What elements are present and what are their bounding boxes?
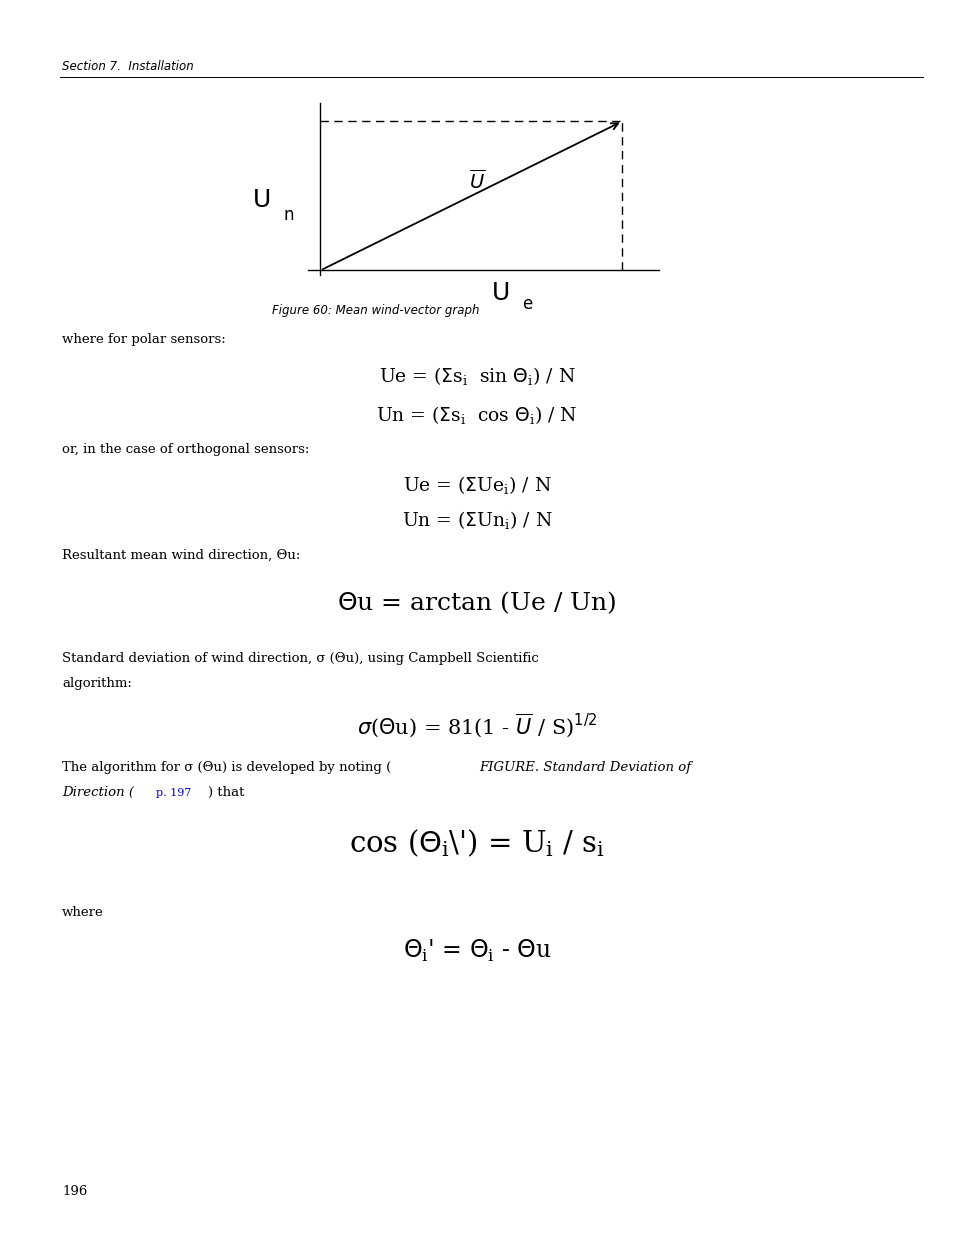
Text: p. 197: p. 197 xyxy=(156,788,192,798)
Text: U: U xyxy=(491,280,510,305)
Text: $\Theta$u = arctan (Ue / Un): $\Theta$u = arctan (Ue / Un) xyxy=(337,589,616,616)
Text: $\sigma$($\Theta$u) = 81(1 - $\overline{U}$ / S)$^{1/2}$: $\sigma$($\Theta$u) = 81(1 - $\overline{… xyxy=(356,711,597,739)
Text: Direction (: Direction ( xyxy=(62,785,133,799)
Text: Section 7.  Installation: Section 7. Installation xyxy=(62,59,193,73)
Text: $\Theta_\mathregular{i}$' = $\Theta_\mathregular{i}$ - $\Theta$u: $\Theta_\mathregular{i}$' = $\Theta_\mat… xyxy=(402,937,551,963)
Text: algorithm:: algorithm: xyxy=(62,677,132,690)
Text: cos ($\Theta_\mathregular{i}$\') = U$_\mathregular{i}$ / s$_\mathregular{i}$: cos ($\Theta_\mathregular{i}$\') = U$_\m… xyxy=(349,827,604,860)
Text: Un = ($\Sigma$s$_\mathregular{i}$  cos $\Theta$$_\mathregular{i}$) / N: Un = ($\Sigma$s$_\mathregular{i}$ cos $\… xyxy=(375,405,578,427)
Text: or, in the case of orthogonal sensors:: or, in the case of orthogonal sensors: xyxy=(62,443,309,457)
Text: Un = ($\Sigma$Un$_\mathregular{i}$) / N: Un = ($\Sigma$Un$_\mathregular{i}$) / N xyxy=(401,510,552,532)
Text: Ue = ($\Sigma$s$_\mathregular{i}$  sin $\Theta$$_\mathregular{i}$) / N: Ue = ($\Sigma$s$_\mathregular{i}$ sin $\… xyxy=(378,366,575,388)
Text: Resultant mean wind direction, Θu:: Resultant mean wind direction, Θu: xyxy=(62,548,300,562)
Text: e: e xyxy=(522,295,532,312)
Text: ) that: ) that xyxy=(208,785,244,799)
Text: U: U xyxy=(253,188,272,212)
Text: Standard deviation of wind direction, σ (Θu), using Campbell Scientific: Standard deviation of wind direction, σ … xyxy=(62,652,538,666)
Text: where: where xyxy=(62,906,104,920)
Text: Figure 60: Mean wind-vector graph: Figure 60: Mean wind-vector graph xyxy=(272,304,479,317)
Text: n: n xyxy=(283,206,294,224)
Text: 196: 196 xyxy=(62,1184,88,1198)
Text: The algorithm for σ (Θu) is developed by noting (: The algorithm for σ (Θu) is developed by… xyxy=(62,761,391,774)
Text: FIGURE. Standard Deviation of: FIGURE. Standard Deviation of xyxy=(478,761,690,774)
Text: Ue = ($\Sigma$Ue$_\mathregular{i}$) / N: Ue = ($\Sigma$Ue$_\mathregular{i}$) / N xyxy=(402,474,551,496)
Text: $\overline{U}$: $\overline{U}$ xyxy=(469,169,485,193)
Text: where for polar sensors:: where for polar sensors: xyxy=(62,333,226,347)
